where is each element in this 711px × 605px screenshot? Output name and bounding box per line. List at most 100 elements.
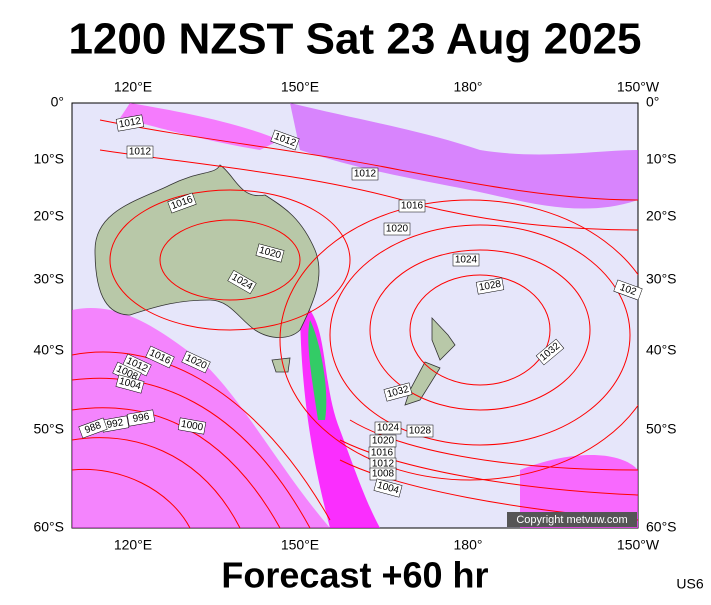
left-lat-label: 40°S [33, 342, 64, 358]
left-lat-label: 50°S [33, 421, 64, 437]
isobar-label: 996 [126, 409, 156, 427]
isobar-label: 1012 [351, 167, 379, 181]
isobar [409, 274, 551, 386]
isobar-label-text: 1000 [180, 419, 204, 434]
isobar-label-text: 1020 [386, 224, 409, 235]
isobar-label-text: 1012 [118, 116, 142, 131]
new-zealand [404, 316, 456, 406]
copyright: Copyright metvuw.com [507, 512, 637, 527]
isobar-label-text: 1028 [478, 279, 502, 294]
copyright-text: Copyright metvuw.com [516, 514, 627, 526]
isobar-label: 1004 [373, 478, 403, 498]
right-lat-label: 50°S [646, 421, 677, 437]
isobar-label: 1024 [452, 253, 480, 267]
isobar-label: 102 [613, 279, 643, 301]
isobar [72, 437, 241, 528]
left-lat-label: 20°S [33, 208, 64, 224]
isobar [72, 468, 191, 528]
top-lon-label: 180° [454, 79, 483, 95]
isobar-label-box [145, 345, 175, 369]
isobar-label: 1020 [383, 222, 411, 236]
isobar-label: 1024 [374, 421, 402, 435]
bottom-lon-label: 120°E [114, 537, 152, 553]
isobar-label: 1008 [369, 467, 397, 481]
isobar [159, 219, 301, 301]
isobar-label-text: 1008 [372, 469, 395, 480]
isobar-label: 1016 [368, 446, 396, 460]
tasmania [271, 357, 291, 373]
top-lon-label: 150°E [281, 79, 319, 95]
isobar-label-text: 996 [132, 411, 151, 425]
left-lat-label: 10°S [33, 151, 64, 167]
isobar-label: 1000 [177, 417, 207, 435]
isobar [339, 439, 638, 496]
isobar-label-box [270, 129, 300, 151]
isobar [369, 249, 591, 411]
isobar [72, 351, 331, 521]
isobar-label-text: 1012 [129, 147, 152, 158]
isobar-label-text: 1020 [372, 436, 395, 447]
isobar [329, 224, 631, 446]
isobars [72, 119, 638, 528]
title: 1200 NZST Sat 23 Aug 2025 [68, 15, 641, 64]
isobar-label-box [452, 253, 480, 267]
australia [94, 164, 320, 338]
isobar-label: 1028 [406, 424, 434, 438]
isobar-label-box [406, 424, 434, 438]
isobar-label-text: 1028 [409, 426, 432, 437]
right-lat-label: 60°S [646, 519, 677, 535]
isobar-label: 1020 [369, 434, 397, 448]
isobar-label-box [613, 279, 643, 301]
precip-heavy [308, 320, 327, 420]
map-content [72, 103, 638, 528]
isobar-label-box [115, 114, 145, 132]
right-lat-label: 40°S [646, 342, 677, 358]
isobar [109, 189, 351, 331]
isobar-label-box [115, 374, 145, 394]
left-lat-label: 60°S [33, 519, 64, 535]
isobar-label-box [369, 467, 397, 481]
isobar-label-box [475, 277, 505, 295]
isobar [349, 419, 638, 471]
bottom-lon-label: 150°E [281, 537, 319, 553]
isobar-label: 1032 [383, 382, 413, 402]
isobar-label-box [374, 421, 402, 435]
isobar-label: 1028 [475, 277, 505, 295]
left-lat-label: 0° [51, 94, 64, 110]
isobar-label-box [383, 382, 413, 402]
isobar-label-text: 1016 [401, 201, 424, 212]
isobar-label-box [398, 199, 426, 213]
isobar [99, 119, 638, 201]
top-lon-label: 150°W [617, 79, 660, 95]
precip-area [290, 103, 638, 209]
right-lat-label: 0° [646, 94, 659, 110]
isobar-label-text: 1012 [354, 169, 377, 180]
isobar-label-box [167, 192, 197, 214]
isobar-label-text: 1024 [455, 255, 478, 266]
isobar-label-box [351, 167, 379, 181]
isobar-label-box [126, 409, 156, 427]
isobar-label: 1020 [255, 243, 285, 263]
map-code: US6 [676, 576, 703, 592]
isobar-label-box [383, 222, 411, 236]
isobar-label: 992 [100, 415, 130, 433]
isobar-label-box [255, 243, 285, 263]
isobar-label-box [373, 478, 403, 498]
isobar-label-box [126, 145, 154, 159]
isobar-label-box [177, 417, 207, 435]
isobar-label-text: 1024 [377, 423, 400, 434]
copyright-box [507, 512, 637, 527]
right-lat-label: 20°S [646, 208, 677, 224]
isobar-label-box [535, 338, 565, 366]
isobar-label-text: 1012 [372, 459, 395, 470]
top-lon-label: 120°E [114, 79, 152, 95]
isobar-label: 988 [78, 417, 108, 439]
isobar-label: 1004 [115, 374, 145, 394]
isobar-label: 1016 [398, 199, 426, 213]
isobar [279, 199, 638, 481]
bottom-lon-label: 180° [454, 537, 483, 553]
isobar-label: 1012 [126, 145, 154, 159]
isobar-label-text: 992 [106, 417, 125, 431]
